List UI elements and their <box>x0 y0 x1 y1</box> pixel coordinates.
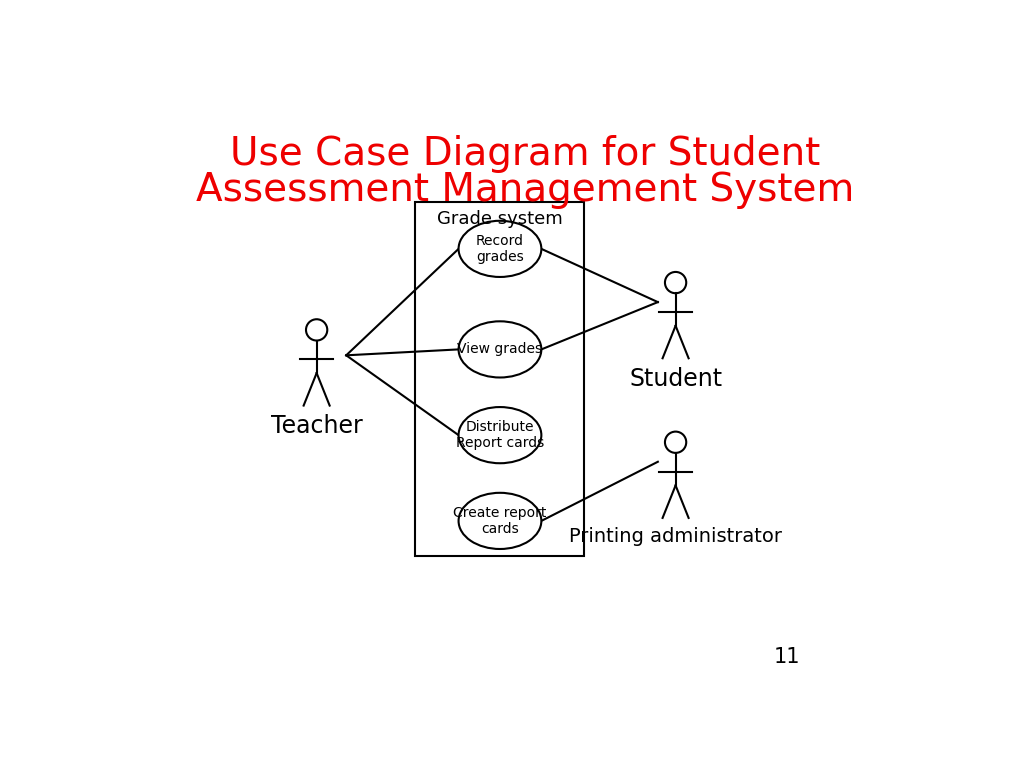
Text: Teacher: Teacher <box>270 415 362 439</box>
Text: Assessment Management System: Assessment Management System <box>196 170 854 209</box>
Text: Use Case Diagram for Student: Use Case Diagram for Student <box>229 135 820 174</box>
Text: View grades: View grades <box>458 343 543 356</box>
Text: 11: 11 <box>773 647 800 667</box>
Ellipse shape <box>459 407 542 463</box>
Text: Grade system: Grade system <box>437 210 562 228</box>
Ellipse shape <box>459 321 542 378</box>
Ellipse shape <box>459 493 542 549</box>
Text: Record
grades: Record grades <box>476 233 524 264</box>
Ellipse shape <box>459 220 542 277</box>
Text: Student: Student <box>629 367 722 391</box>
Text: Printing administrator: Printing administrator <box>569 527 782 546</box>
Text: Distribute
Report cards: Distribute Report cards <box>456 420 544 450</box>
Text: Create report
cards: Create report cards <box>454 506 547 536</box>
FancyBboxPatch shape <box>416 201 584 556</box>
